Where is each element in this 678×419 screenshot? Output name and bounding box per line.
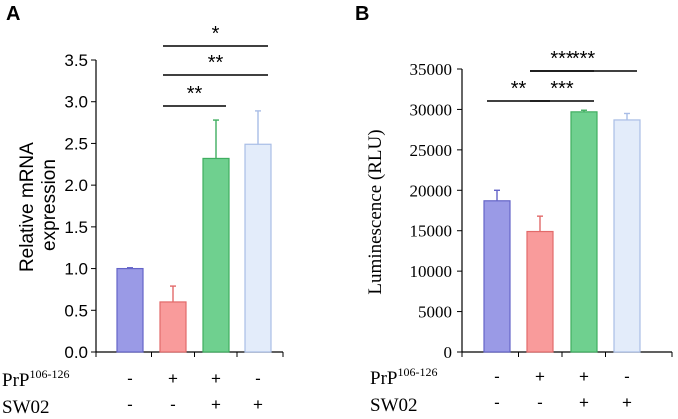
panel-b-prp-sign: - xyxy=(624,367,630,386)
panel-b-treatment-signs: - + + - - - + + xyxy=(494,367,632,412)
panel-a-y-tick-label: 0.0 xyxy=(64,343,88,362)
panel-a-prp-label: PrP106-126 xyxy=(2,367,69,391)
panel-a-prp-sign: + xyxy=(211,369,221,388)
panel-a-y-axis-label-line2: expression xyxy=(39,159,60,251)
panel-a-axes: 0.0 0.5 1.0 1.5 2.0 2.5 3.0 3.5 xyxy=(64,51,284,362)
panel-b-sw02-sign: + xyxy=(622,393,632,412)
panel-b-axes: 0 5000 10000 15000 20000 25000 30000 35000 xyxy=(410,60,673,362)
panel-a-sw02-sign: - xyxy=(170,395,176,414)
panel-b-bar xyxy=(526,230,554,353)
panel-b-bar xyxy=(570,111,598,353)
panel-a-sw02-sign: + xyxy=(211,395,221,414)
panel-b-significance-label: *** xyxy=(550,48,574,70)
panel-b-y-tick-label: 30000 xyxy=(410,100,453,119)
panel-b-y-tick-label: 0 xyxy=(444,343,453,362)
panel-a-bars xyxy=(116,110,272,353)
panel-b: B Luminescence (RLU) 0 5000 10000 15000 2000… xyxy=(355,3,673,416)
panel-b-bars xyxy=(483,109,641,353)
panel-b-bar xyxy=(613,119,641,353)
panel-a-bar xyxy=(116,267,144,353)
panel-b-bar xyxy=(483,200,511,353)
panel-b-y-tick-label: 35000 xyxy=(410,60,453,79)
panel-a-sw02-sign: - xyxy=(127,395,133,414)
panel-b-prp-base: PrP xyxy=(370,368,397,389)
panel-b-prp-superscript: 106-126 xyxy=(397,365,437,379)
panel-a-significance: ***** xyxy=(163,23,268,107)
panel-b-sw02-sign: + xyxy=(579,393,589,412)
panel-a-significance-label: ** xyxy=(187,83,203,105)
panel-a-y-axis-label-line1: Relative mRNA xyxy=(17,142,38,272)
panel-a-bar xyxy=(159,301,187,353)
panel-a-sw02-label: SW02 xyxy=(2,397,50,418)
panel-a-bar xyxy=(244,143,272,353)
panel-b-prp-sign: + xyxy=(535,367,545,386)
panel-b-significance-label: *** xyxy=(550,78,574,100)
panel-a-prp-base: PrP xyxy=(2,370,29,391)
panel-a-y-tick-label: 3.0 xyxy=(64,93,88,112)
panel-a-significance-label: ** xyxy=(208,52,224,74)
panel-b-prp-sign: + xyxy=(579,367,589,386)
panel-a-y-tick-label: 1.5 xyxy=(64,218,88,237)
panel-a-significance-label: * xyxy=(212,23,220,45)
panel-a-y-axis-label: Relative mRNA expression xyxy=(17,138,60,272)
panel-b-sw02-label: SW02 xyxy=(370,395,418,416)
panel-b-y-tick-label: 10000 xyxy=(410,262,453,281)
panel-b-significance-label: *** xyxy=(572,48,596,70)
panel-b-sw02-sign: - xyxy=(494,393,500,412)
panel-a-sw02-sign: + xyxy=(253,395,263,414)
panel-b-prp-label: PrP106-126 xyxy=(370,365,437,389)
panel-b-y-tick-label: 5000 xyxy=(418,303,452,322)
panel-b-significance: ** ********* xyxy=(487,48,637,102)
panel-a-label: A xyxy=(6,3,20,25)
panel-a-prp-sign: - xyxy=(255,369,261,388)
panel-a: A Relative mRNA expression 0.0 0.5 1.0 1.5 2… xyxy=(2,3,284,418)
panel-a-y-tick-label: 1.0 xyxy=(64,260,88,279)
panel-b-label: B xyxy=(355,3,369,25)
panel-b-y-axis-label: Luminescence (RLU) xyxy=(365,129,386,294)
panel-b-significance-label: ** xyxy=(511,78,527,100)
panel-a-y-tick-label: 2.0 xyxy=(64,176,88,195)
panel-a-prp-superscript: 106-126 xyxy=(29,367,69,381)
panel-a-y-tick-label: 3.5 xyxy=(64,51,88,70)
panel-a-y-tick-label: 2.5 xyxy=(64,134,88,153)
panel-b-sw02-sign: - xyxy=(537,393,543,412)
panel-a-treatment-signs: - + + - - - + + xyxy=(127,369,263,414)
panel-b-y-tick-label: 25000 xyxy=(410,141,453,160)
panel-a-prp-sign: - xyxy=(127,369,133,388)
panel-a-bar xyxy=(202,157,230,353)
panel-a-y-tick-label: 0.5 xyxy=(64,301,88,320)
panel-b-y-tick-label: 15000 xyxy=(410,222,453,241)
panel-b-prp-sign: - xyxy=(494,367,500,386)
panel-b-y-tick-label: 20000 xyxy=(410,181,453,200)
panel-a-prp-sign: + xyxy=(168,369,178,388)
